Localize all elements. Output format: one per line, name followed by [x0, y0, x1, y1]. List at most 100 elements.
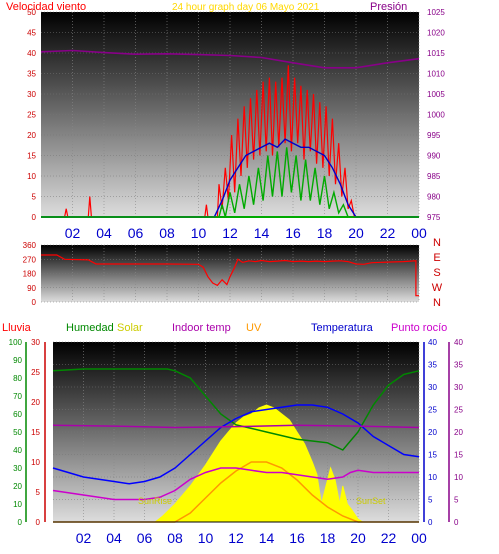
temperature-right-tick-0: 0 — [428, 518, 433, 527]
dew-point-right-tick-0: 0 — [454, 518, 459, 527]
pressure-right-tick-1005: 1005 — [427, 90, 445, 99]
weather-x-tick-20: 20 — [350, 530, 366, 546]
wind-x-tick-04: 04 — [96, 225, 112, 241]
weather-x-tick-02: 02 — [76, 530, 92, 546]
weather-panel-series — [52, 368, 420, 523]
temperature-right-tick-25: 25 — [428, 406, 437, 415]
temperature-right-tick-30: 30 — [428, 383, 437, 392]
weather-x-tick-00: 00 — [411, 530, 427, 546]
dew-point-right-tick-40: 40 — [454, 338, 463, 347]
series-pressure — [40, 49, 420, 69]
weather-panel-ticks: 0 5 10 15 20 25 30 35 40 0 5 10 15 20 25 30 35 40 0 10 20 30 4… — [9, 338, 464, 546]
wind-x-tick-16: 16 — [285, 225, 301, 241]
dew-point-right-tick-10: 10 — [454, 473, 463, 482]
humidity-left-tick-50: 50 — [13, 428, 22, 437]
humidity-left-tick-10: 10 — [13, 500, 22, 509]
dew-point-right-tick-30: 30 — [454, 383, 463, 392]
wind-left-tick-25: 25 — [27, 111, 36, 120]
pressure-right-tick-990: 990 — [427, 152, 441, 161]
humidity-left-tick-0: 0 — [18, 518, 23, 527]
wind-left-tick-15: 15 — [27, 152, 36, 161]
chart-title: 24 hour graph day 06 Mayo 2021 — [172, 2, 320, 13]
pressure-right-tick-975: 975 — [427, 213, 441, 222]
pressure-right-tick-980: 980 — [427, 193, 441, 202]
wind-x-tick-00: 00 — [411, 225, 427, 241]
direction-left-tick-180: 180 — [23, 270, 37, 279]
humidity-left-tick-90: 90 — [13, 356, 22, 365]
temperature-right-tick-20: 20 — [428, 428, 437, 437]
sunset-label: SunSet — [356, 496, 386, 506]
legend-uv: UV — [246, 322, 262, 334]
wind-panel-series — [40, 49, 420, 218]
wind-x-tick-02: 02 — [65, 225, 81, 241]
pressure-right-tick-1010: 1010 — [427, 70, 445, 79]
humidity-left-tick-80: 80 — [13, 374, 22, 383]
series-indoor_temp — [52, 424, 420, 429]
series-dew_point — [52, 467, 419, 501]
wind-x-tick-14: 14 — [254, 225, 270, 241]
temperature-right-tick-35: 35 — [428, 361, 437, 370]
weather-x-tick-18: 18 — [320, 530, 336, 546]
wind-left-tick-0: 0 — [32, 213, 37, 222]
humidity-left-tick-100: 100 — [9, 338, 23, 347]
wind-speed-axis-label: Velocidad viento — [6, 1, 86, 13]
direction-right-tick-1: W — [432, 282, 443, 294]
series-uv — [53, 461, 419, 523]
wind-left-tick-5: 5 — [32, 193, 37, 202]
temperature-right-tick-10: 10 — [428, 473, 437, 482]
humidity-left-tick-70: 70 — [13, 392, 22, 401]
weather-x-tick-08: 08 — [167, 530, 183, 546]
legend-indoor-temp: Indoor temp — [172, 322, 231, 334]
solar-left-tick-10: 10 — [31, 458, 40, 467]
direction-left-tick-0: 0 — [32, 298, 37, 307]
legend-dew-point: Punto rocío — [391, 322, 447, 334]
solar-left-tick-5: 5 — [36, 488, 41, 497]
solar-left-tick-25: 25 — [31, 368, 40, 377]
weather-x-tick-10: 10 — [198, 530, 214, 546]
solar-left-tick-30: 30 — [31, 338, 40, 347]
wind-panel-ticks: 0510152025303540455097598098599099510001… — [27, 8, 445, 241]
dew-point-right-tick-15: 15 — [454, 451, 463, 460]
legend-temperature: Temperatura — [311, 322, 374, 334]
pressure-right-tick-1015: 1015 — [427, 49, 445, 58]
humidity-left-tick-20: 20 — [13, 482, 22, 491]
series-humidity — [52, 368, 420, 451]
pressure-right-tick-985: 985 — [427, 172, 441, 181]
sunrise-label: SunRise — [138, 496, 172, 506]
dew-point-right-tick-35: 35 — [454, 361, 463, 370]
dew-point-right-tick-25: 25 — [454, 406, 463, 415]
solar-left-tick-20: 20 — [31, 398, 40, 407]
direction-right-tick-4: N — [433, 237, 441, 249]
humidity-left-tick-40: 40 — [13, 446, 22, 455]
wind-left-tick-50: 50 — [27, 8, 36, 17]
wind-x-tick-18: 18 — [317, 225, 333, 241]
legend-rain: Lluvia — [2, 322, 32, 334]
wind-x-tick-10: 10 — [191, 225, 207, 241]
pressure-axis-label: Presión — [370, 1, 407, 13]
legend-solar: Solar — [117, 322, 143, 334]
wind-x-tick-22: 22 — [380, 225, 396, 241]
wind-x-tick-08: 08 — [159, 225, 175, 241]
pressure-right-tick-1000: 1000 — [427, 111, 445, 120]
wind-x-tick-12: 12 — [222, 225, 238, 241]
weather-x-tick-12: 12 — [228, 530, 244, 546]
weather-x-tick-06: 06 — [137, 530, 153, 546]
direction-left-tick-360: 360 — [23, 241, 37, 250]
weather-x-tick-14: 14 — [259, 530, 275, 546]
wind-left-tick-35: 35 — [27, 70, 36, 79]
direction-left-tick-90: 90 — [27, 284, 36, 293]
humidity-left-tick-60: 60 — [13, 410, 22, 419]
direction-panel-grid — [41, 244, 420, 303]
pressure-right-tick-995: 995 — [427, 131, 441, 140]
series-direction — [41, 254, 419, 297]
pressure-right-tick-1020: 1020 — [427, 29, 445, 38]
wind-left-tick-10: 10 — [27, 172, 36, 181]
series-temperature — [52, 404, 420, 485]
weather-x-tick-04: 04 — [106, 530, 122, 546]
solar-left-tick-15: 15 — [31, 428, 40, 437]
direction-right-tick-3: E — [433, 252, 440, 264]
wind-left-tick-40: 40 — [27, 49, 36, 58]
pressure-right-tick-1025: 1025 — [427, 8, 445, 17]
